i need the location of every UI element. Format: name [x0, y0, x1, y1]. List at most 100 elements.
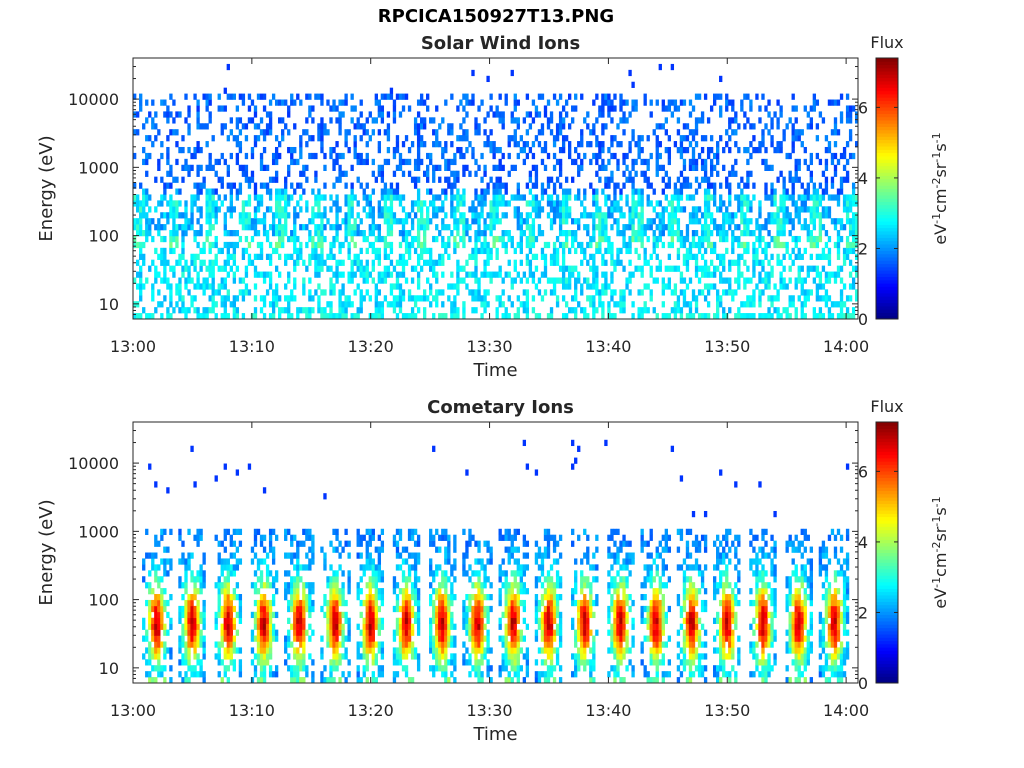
heatmap-cell: [755, 93, 759, 100]
heatmap-cell: [543, 146, 548, 154]
heatmap-cell: [238, 289, 243, 296]
heatmap-cell: [256, 599, 261, 607]
heatmap-cell: [229, 301, 233, 308]
heatmap-cell: [416, 200, 421, 207]
heatmap-cell: [746, 224, 750, 231]
heatmap-cell: [229, 659, 233, 666]
heatmap-cell: [767, 259, 771, 266]
heatmap-cell: [806, 224, 810, 231]
heatmap-cell: [196, 194, 200, 201]
heatmap-cell: [456, 241, 460, 249]
heatmap-cell: [329, 671, 333, 678]
heatmap-cell: [555, 99, 560, 106]
heatmap-cell: [779, 224, 783, 231]
heatmap-cell: [706, 146, 711, 154]
heatmap-cell: [371, 653, 375, 660]
heatmap-cell: [613, 259, 617, 266]
heatmap-cell: [268, 129, 273, 136]
heatmap-cell: [338, 164, 342, 171]
colorbar-segment: [876, 292, 898, 297]
heatmap-cell: [592, 265, 596, 272]
heatmap-cell: [432, 176, 436, 183]
heatmap-cell: [247, 212, 252, 219]
heatmap-cell: [220, 605, 224, 613]
heatmap-cell: [809, 170, 813, 177]
heatmap-cell: [561, 206, 566, 213]
heatmap-cell: [398, 241, 403, 249]
heatmap-cells: [142, 439, 850, 684]
heatmap-cell: [456, 146, 460, 154]
heatmap-cell: [223, 594, 227, 601]
heatmap-cell: [592, 277, 596, 284]
heatmap-cell: [302, 635, 306, 642]
heatmap-cell: [740, 241, 744, 249]
heatmap-cell: [734, 111, 738, 118]
heatmap-cell: [353, 271, 357, 278]
heatmap-cell: [365, 265, 369, 272]
heatmap-cell: [679, 141, 684, 148]
heatmap-cell: [419, 218, 424, 225]
heatmap-cell: [317, 135, 321, 142]
heatmap-cell: [688, 241, 693, 249]
heatmap-cell: [531, 277, 536, 284]
heatmap-cell: [577, 170, 581, 177]
heatmap-cell: [667, 277, 672, 284]
heatmap-cell: [184, 677, 188, 684]
heatmap-cell: [359, 295, 363, 302]
heatmap-cell: [664, 117, 668, 124]
heatmap-cell: [265, 182, 270, 189]
heatmap-cell: [731, 164, 735, 171]
heatmap-cell: [329, 564, 333, 571]
heatmap-cell: [250, 659, 255, 666]
heatmap-cell: [571, 271, 575, 278]
heatmap-cell: [199, 182, 203, 189]
heatmap-cell: [199, 635, 203, 642]
heatmap-cell: [534, 313, 539, 320]
heatmap-cell: [371, 188, 375, 195]
heatmap-cell: [335, 546, 339, 553]
heatmap-cell: [226, 289, 230, 296]
heatmap-cell: [284, 230, 288, 237]
heatmap-cell: [851, 152, 856, 160]
heatmap-cell: [713, 93, 717, 100]
heatmap-cell: [625, 117, 629, 124]
colorbar-segment: [876, 129, 898, 134]
heatmap-cell: [139, 253, 143, 260]
heatmap-cell: [259, 271, 264, 278]
heatmap-cell: [845, 241, 850, 249]
heatmap-cell: [809, 123, 813, 130]
heatmap-cell: [480, 295, 484, 302]
heatmap-cell: [199, 224, 203, 231]
heatmap-cell: [703, 295, 708, 302]
heatmap-cell: [202, 241, 206, 249]
heatmap-cell: [181, 594, 185, 601]
heatmap-cell: [302, 164, 306, 171]
heatmap-cell: [818, 307, 823, 314]
heatmap-cell: [634, 105, 638, 112]
heatmap-cell: [561, 105, 566, 112]
heatmap-cell: [317, 188, 321, 195]
heatmap-cell: [202, 653, 206, 660]
heatmap-cell: [196, 540, 200, 547]
heatmap-cell: [752, 135, 756, 142]
heatmap-cell: [302, 277, 306, 284]
heatmap-cell: [377, 105, 382, 112]
heatmap-cell: [673, 99, 678, 106]
heatmap-cell: [311, 241, 315, 249]
heatmap-cell: [368, 599, 372, 607]
heatmap-cell: [664, 313, 668, 320]
heatmap-cell: [184, 158, 188, 166]
heatmap-cell: [456, 105, 460, 112]
heatmap-cell: [235, 152, 240, 160]
heatmap-cell: [199, 671, 203, 678]
heatmap-cell: [664, 206, 668, 213]
heatmap-cell: [241, 289, 246, 296]
heatmap-cell: [770, 117, 774, 124]
heatmap-cell: [809, 194, 813, 201]
heatmap-cell: [558, 117, 563, 124]
heatmap-cell: [181, 653, 185, 660]
heatmap-cell: [525, 289, 530, 296]
heatmap-cell: [214, 206, 218, 213]
heatmap-cell: [148, 653, 152, 660]
heatmap-cell: [564, 212, 569, 219]
